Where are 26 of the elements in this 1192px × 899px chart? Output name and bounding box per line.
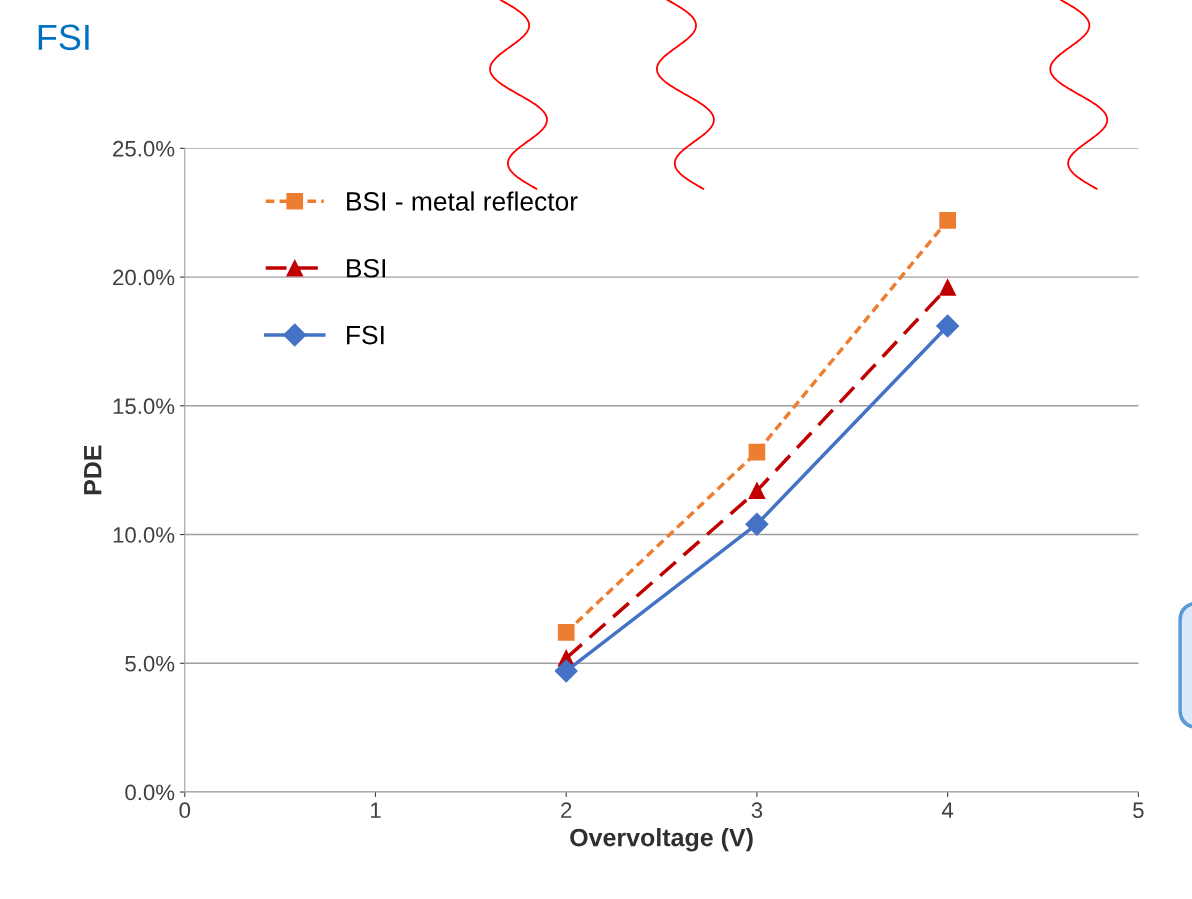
- legend-label: FSI: [347, 325, 384, 345]
- point: [557, 624, 575, 641]
- x-tick-label: 4: [941, 802, 954, 818]
- y-tick-label: 5.0%: [125, 655, 175, 672]
- point: [745, 512, 769, 536]
- y-tick-label: 0.0%: [125, 784, 175, 801]
- legend-label: BSI: [347, 258, 385, 278]
- x-tick-label: 1: [371, 802, 381, 818]
- y-tick-label: 25.0%: [113, 140, 175, 157]
- y-tick-label: 15.0%: [113, 398, 175, 415]
- y-tick-label: 10.0%: [113, 527, 175, 543]
- point: [936, 314, 960, 338]
- x-tick-label: 0: [179, 802, 191, 819]
- point: [748, 443, 766, 461]
- point: [939, 279, 956, 296]
- point: [748, 482, 766, 500]
- x-tick-label: 5: [1133, 802, 1144, 819]
- x-tick-label: 2: [561, 802, 572, 818]
- x-tick-label: 3: [751, 802, 763, 819]
- chart-title: FSI: [38, 24, 89, 51]
- x-axis-title: Overvoltage (V): [570, 828, 753, 852]
- y-axis-title: PDE: [84, 445, 102, 495]
- point: [554, 659, 578, 683]
- y-tick-label: 20.0%: [113, 269, 175, 286]
- point: [939, 212, 956, 229]
- legend-label: BSI - metal reflector: [347, 191, 578, 211]
